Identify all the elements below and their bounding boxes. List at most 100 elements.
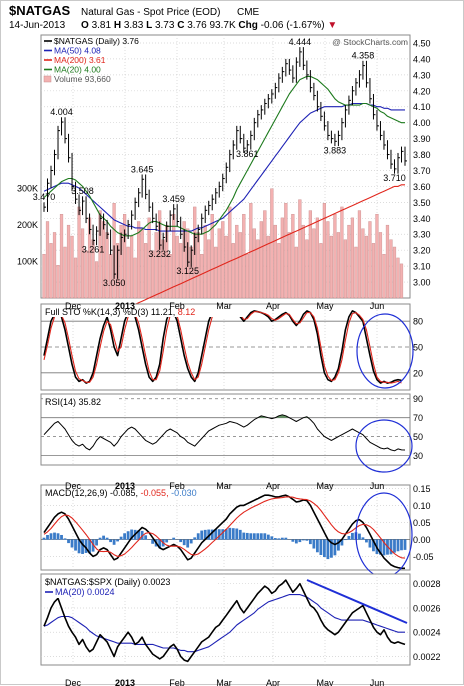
x-axis-label: Feb xyxy=(169,301,185,311)
volume-bar xyxy=(302,225,305,298)
volume-bar xyxy=(390,240,393,298)
volume-bar xyxy=(263,211,266,298)
x-axis-label: Jun xyxy=(370,481,385,491)
macd-histogram-bar xyxy=(165,539,168,542)
volume-bar xyxy=(365,236,368,298)
volume-bar xyxy=(316,218,319,298)
volume-bar xyxy=(393,247,396,298)
macd-histogram-bar xyxy=(113,539,116,544)
high-label: H xyxy=(114,20,121,31)
macd-histogram-bar xyxy=(197,533,200,539)
volume-bar xyxy=(53,232,56,298)
macd-histogram-bar xyxy=(116,539,119,541)
volume-bar xyxy=(64,247,67,298)
volume-bar xyxy=(281,218,284,298)
volume-bar xyxy=(270,189,273,298)
volume-bar xyxy=(43,254,46,298)
price-y-tick-label: 3.40 xyxy=(413,214,431,224)
price-annotation: 3.883 xyxy=(324,145,347,155)
volume-value: 93.7K xyxy=(209,20,235,31)
macd-histogram-bar xyxy=(404,539,407,550)
volume-bar xyxy=(200,254,203,298)
macd-histogram-bar xyxy=(309,539,312,544)
volume-y-tick-label: 200K xyxy=(17,220,38,230)
macd-histogram-bar xyxy=(179,539,182,542)
volume-bar xyxy=(109,254,112,298)
ratio-title: $NATGAS:$SPX (Daily) 0.0023 xyxy=(45,577,170,587)
macd-histogram-bar xyxy=(106,538,109,540)
stochastic-y-tick-label: 20 xyxy=(413,368,423,378)
macd-histogram-bar xyxy=(127,531,130,539)
macd-histogram-bar xyxy=(358,534,361,540)
x-axis-label: Mar xyxy=(216,481,232,491)
volume-bar xyxy=(351,218,354,298)
macd-histogram-bar xyxy=(190,539,193,543)
macd-histogram-bar xyxy=(319,539,322,555)
volume-bar xyxy=(81,229,84,298)
volume-bar xyxy=(383,254,386,298)
stochastic-y-tick-label: 50 xyxy=(413,343,423,353)
legend-volume-swatch xyxy=(44,76,51,82)
price-y-tick-label: 3.00 xyxy=(413,278,431,288)
date-label: 14-Jun-2013 xyxy=(9,20,66,31)
price-y-tick-label: 3.10 xyxy=(413,262,431,272)
ratio-y-tick-label: 0.0022 xyxy=(413,652,441,662)
volume-bar xyxy=(74,258,77,298)
price-y-tick-label: 3.90 xyxy=(413,134,431,144)
macd-histogram-bar xyxy=(326,539,329,559)
volume-bar xyxy=(78,207,81,298)
volume-bar xyxy=(134,258,137,298)
ohlc-readout: O 3.81 H 3.83 L 3.73 C 3.76 93.7K Chg -0… xyxy=(81,20,337,31)
macd-histogram-bar xyxy=(172,538,175,540)
price-annotation: 3.645 xyxy=(131,164,154,174)
macd-histogram-bar xyxy=(277,538,280,539)
macd-histogram-bar xyxy=(46,535,49,540)
volume-bar xyxy=(397,258,400,298)
macd-histogram-bar xyxy=(239,530,242,540)
volume-bar xyxy=(141,229,144,298)
volume-bar xyxy=(341,207,344,298)
volume-bar xyxy=(400,264,403,298)
macd-histogram-bar xyxy=(351,533,354,540)
instrument-name: Natural Gas - Spot Price (EOD) xyxy=(81,7,220,18)
price-annotation: 3.232 xyxy=(148,249,171,259)
macd-histogram-bar xyxy=(221,529,224,540)
macd-histogram-bar xyxy=(365,539,368,542)
change-value: -0.06 (-1.67%) xyxy=(261,20,325,31)
volume-bar xyxy=(67,225,70,298)
volume-bar xyxy=(130,236,133,298)
macd-histogram-bar xyxy=(193,537,196,539)
volume-bar xyxy=(355,247,358,298)
volume-bar xyxy=(330,236,333,298)
volume-bar xyxy=(253,229,256,298)
x-axis-label: 2013 xyxy=(115,301,135,311)
x-axis-label: 2013 xyxy=(115,481,135,491)
x-axis-label: Apr xyxy=(266,481,280,491)
macd-histogram-bar xyxy=(120,537,123,540)
macd-histogram-bar xyxy=(274,538,277,540)
macd-histogram-bar xyxy=(186,539,189,547)
macd-histogram-bar xyxy=(53,533,56,540)
price-y-tick-label: 3.20 xyxy=(413,246,431,256)
macd-y-tick-label: 0.10 xyxy=(413,501,431,511)
macd-histogram-bar xyxy=(256,533,259,539)
open-label: O xyxy=(81,20,89,31)
price-y-tick-label: 3.50 xyxy=(413,198,431,208)
macd-histogram-bar xyxy=(270,536,273,539)
price-annotation: 3.470 xyxy=(33,192,56,202)
macd-histogram-bar xyxy=(249,533,252,539)
price-annotation: 3.261 xyxy=(82,244,105,254)
macd-histogram-bar xyxy=(348,536,351,540)
volume-bar xyxy=(334,214,337,298)
price-y-tick-label: 4.50 xyxy=(413,38,431,48)
volume-bar xyxy=(155,232,158,298)
macd-histogram-bar xyxy=(71,539,74,547)
macd-histogram-bar xyxy=(291,539,294,541)
macd-histogram-bar xyxy=(144,535,147,539)
low-label: L xyxy=(146,20,152,31)
stochastic-y-tick-label: 80 xyxy=(413,317,423,327)
legend-ma20-label: MA(20) 4.00 xyxy=(54,65,101,75)
